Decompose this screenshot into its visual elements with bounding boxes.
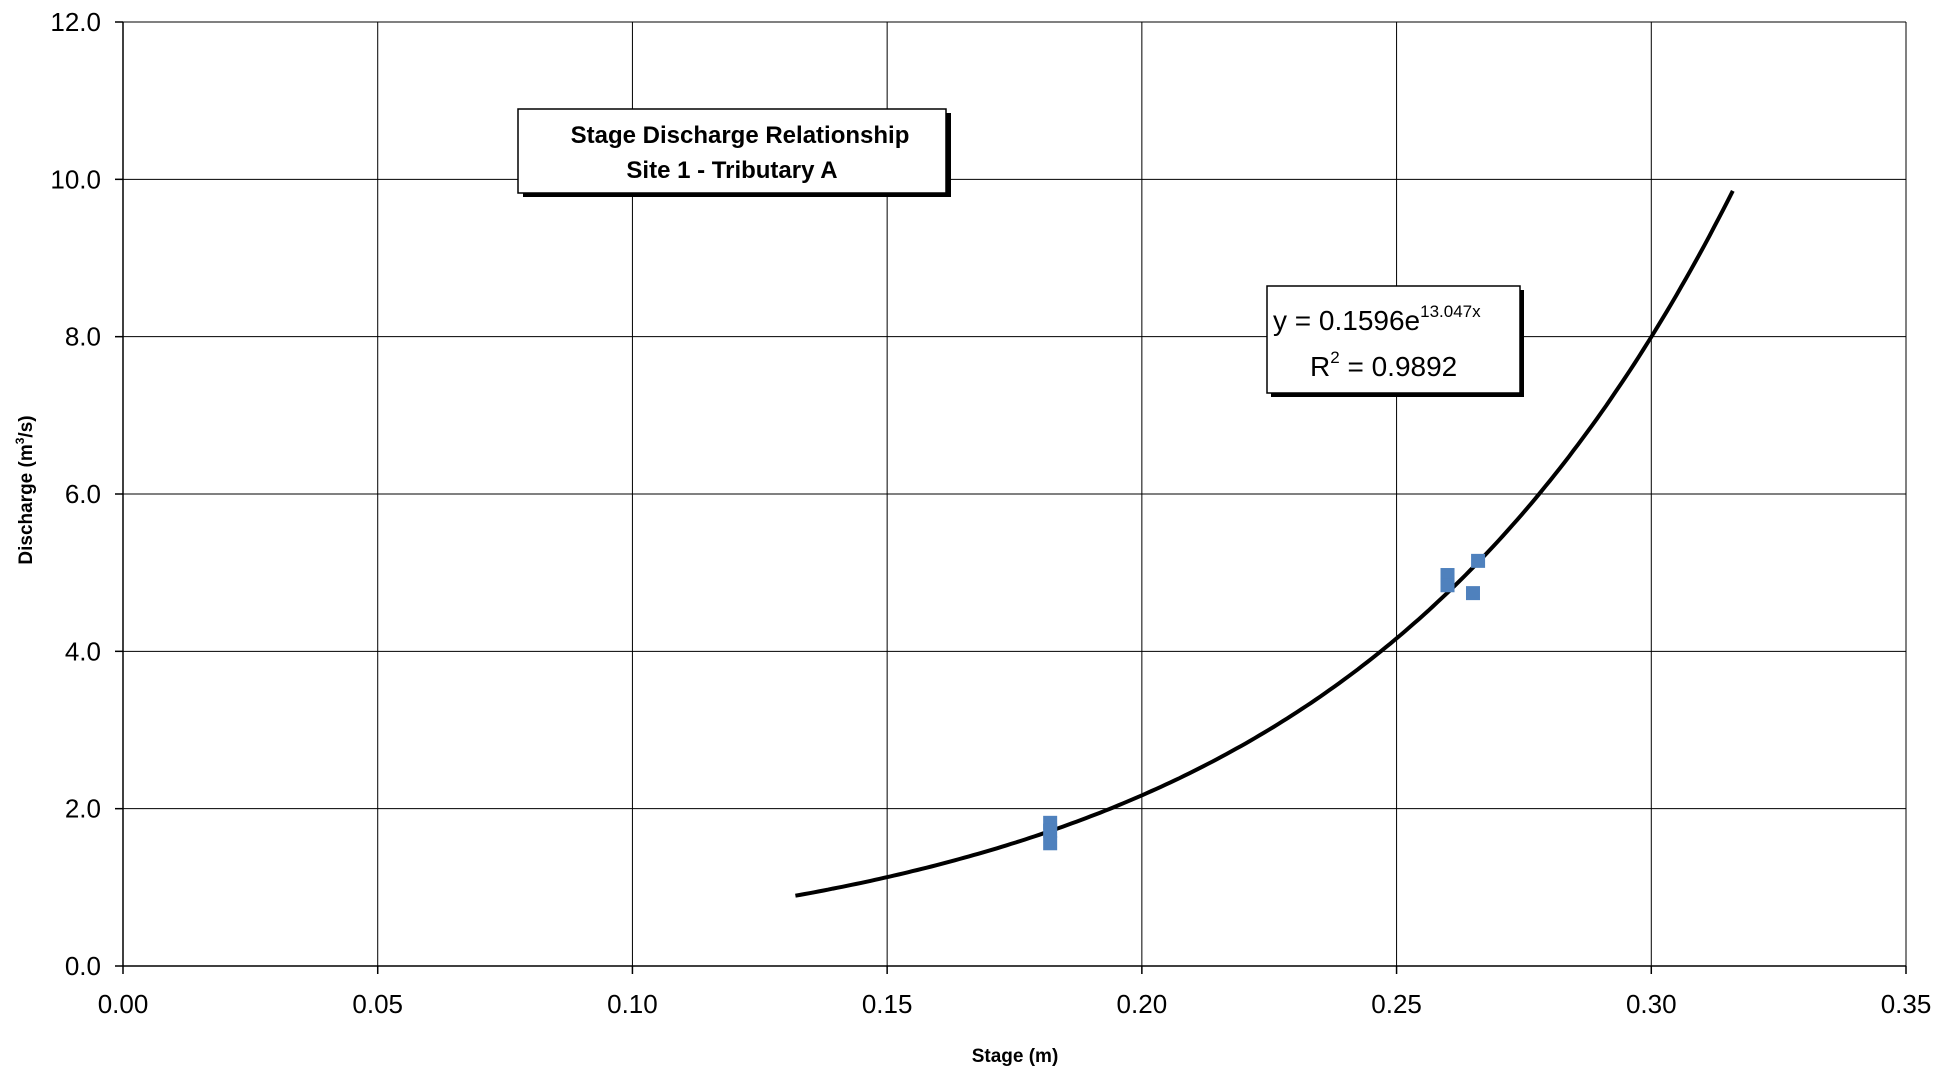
x-tick-label: 0.35	[1881, 989, 1932, 1019]
chart-title: Stage Discharge Relationship	[571, 122, 910, 149]
x-axis-tick-labels: 0.00 0.05 0.10 0.15 0.20 0.25 0.30 0.35	[98, 989, 1932, 1019]
y-tick-label: 6.0	[65, 479, 101, 509]
data-point	[1440, 578, 1455, 593]
r-squared-prefix: R	[1310, 351, 1330, 382]
trendline-r-squared: R2 = 0.9892	[1310, 348, 1457, 382]
y-axis-title-prefix: Discharge (m	[16, 444, 37, 564]
y-tick-label: 2.0	[65, 794, 101, 824]
trendline-group	[795, 189, 1735, 898]
data-point	[1043, 836, 1058, 851]
axes	[115, 21, 1907, 974]
data-point	[1465, 586, 1480, 601]
data-point	[1043, 823, 1058, 838]
x-tick-label: 0.05	[352, 989, 403, 1019]
x-tick-label: 0.15	[862, 989, 913, 1019]
y-tick-label: 10.0	[50, 164, 101, 194]
trendline-equation: y = 0.1596e13.047x	[1273, 302, 1481, 336]
r-squared-sup: 2	[1330, 348, 1339, 367]
data-point	[1471, 553, 1486, 568]
y-tick-label: 0.0	[65, 951, 101, 981]
x-tick-label: 0.10	[607, 989, 658, 1019]
y-tick-label: 8.0	[65, 322, 101, 352]
x-axis-title: Stage (m)	[972, 1046, 1059, 1067]
x-tick-label: 0.30	[1626, 989, 1677, 1019]
x-tick-label: 0.00	[98, 989, 149, 1019]
y-axis-title-sup: 3	[13, 437, 27, 444]
data-points	[1043, 553, 1486, 851]
trendline-equation-sup: 13.047x	[1420, 302, 1481, 321]
x-tick-label: 0.20	[1117, 989, 1168, 1019]
grid-lines	[123, 21, 1907, 966]
trendline-equation-box: y = 0.1596e13.047x R2 = 0.9892	[1266, 285, 1524, 397]
y-axis-title-suffix: /s)	[16, 415, 37, 437]
chart-subtitle: Site 1 - Tributary A	[626, 157, 837, 184]
y-axis-title: Discharge (m3/s)	[13, 415, 37, 564]
chart-title-box: Stage Discharge Relationship Site 1 - Tr…	[517, 108, 951, 197]
x-tick-label: 0.25	[1371, 989, 1422, 1019]
y-tick-label: 12.0	[50, 7, 101, 37]
trendline-curve	[795, 189, 1735, 898]
r-squared-suffix: = 0.9892	[1340, 351, 1458, 382]
y-tick-label: 4.0	[65, 636, 101, 666]
trendline-equation-prefix: y = 0.1596e	[1273, 305, 1420, 336]
y-axis-tick-labels: 0.0 2.0 4.0 6.0 8.0 10.0 12.0	[50, 7, 101, 981]
